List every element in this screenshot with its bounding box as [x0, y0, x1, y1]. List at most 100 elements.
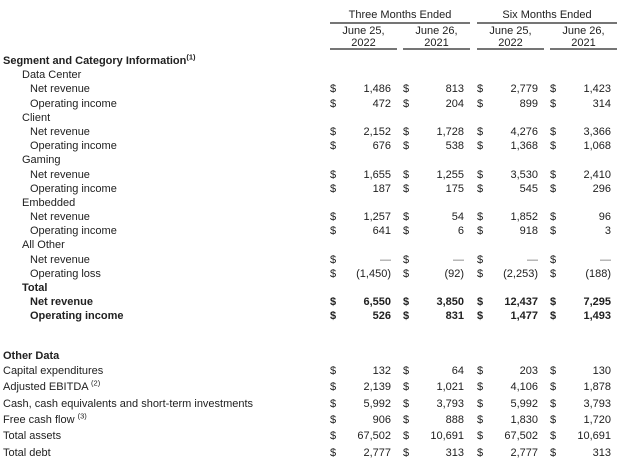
table-row: Adjusted EBITDA (2) $2,139 $1,021 $4,106 $1,… [0, 379, 618, 395]
row-label: Data Center [22, 69, 82, 82]
value-number: — [527, 253, 538, 266]
value-cell: $3 [550, 224, 617, 238]
value-cell: $4,106 [477, 379, 544, 395]
currency-symbol: $ [330, 140, 337, 153]
currency-symbol: $ [330, 97, 337, 110]
column-gap [470, 396, 477, 412]
value-cell: $641 [330, 224, 397, 238]
value-number: (2,253) [503, 267, 538, 280]
value-number: 2,779 [510, 83, 538, 96]
currency-symbol: $ [403, 296, 410, 309]
currency-symbol: $ [403, 182, 410, 195]
value-cell [550, 349, 617, 363]
value-cell: $3,366 [550, 125, 617, 139]
value-number: 888 [445, 413, 464, 426]
value-number: 3 [604, 225, 611, 238]
value-number: (188) [585, 267, 611, 280]
value-number: 12,437 [504, 296, 538, 309]
date-line1: June 26, [562, 25, 605, 37]
currency-symbol: $ [330, 211, 337, 224]
header-label-spacer [0, 24, 330, 50]
value-number: 545 [519, 182, 538, 195]
value-number: 899 [519, 97, 538, 110]
value-number: 2,777 [363, 446, 391, 459]
currency-symbol: $ [403, 446, 410, 459]
value-cell: $3,793 [550, 396, 617, 412]
currency-symbol: $ [477, 253, 484, 266]
table-row: Net revenue $1,257 $54 $1,852 $96 [0, 210, 618, 224]
row-label: Operating income [30, 182, 117, 195]
currency-symbol: $ [330, 413, 337, 426]
table-row: Capital expenditures $132 $64 $203 $130 [0, 363, 618, 379]
value-number: 813 [445, 83, 464, 96]
value-cell: $2,410 [550, 168, 617, 182]
value-cell: $ (2,253) [477, 267, 544, 281]
row-label: Net revenue [30, 296, 93, 309]
row-label: Operating income [30, 97, 117, 110]
table-row: Net revenue $1,486 $813 $2,779 $1,423 [0, 82, 618, 96]
currency-symbol: $ [477, 225, 484, 238]
value-cell [330, 68, 397, 82]
value-number: 1,255 [436, 168, 464, 181]
table-row: Operating income $641 $6 $918 $3 [0, 224, 618, 238]
value-cell: $12,437 [477, 295, 544, 309]
row-label: Free cash flow (3) [3, 411, 87, 426]
header-period-groups: Three Months Ended Six Months Ended [0, 8, 618, 24]
currency-symbol: $ [550, 225, 557, 238]
table-row: Free cash flow (3) $906 $888 $1,830 $1,720 [0, 412, 618, 428]
value-cell: $ — [477, 253, 544, 267]
value-number: 314 [592, 97, 611, 110]
value-cell: $906 [330, 412, 397, 428]
value-cell [403, 68, 470, 82]
value-number: 538 [445, 140, 464, 153]
currency-symbol: $ [550, 364, 557, 377]
value-cell: $ (188) [550, 267, 617, 281]
currency-symbol: $ [403, 310, 410, 323]
value-cell [403, 196, 470, 210]
value-number: 4,106 [510, 381, 538, 394]
row-label: Net revenue [30, 253, 90, 266]
value-cell: $4,276 [477, 125, 544, 139]
value-number: 1,257 [363, 211, 391, 224]
value-number: 130 [592, 364, 611, 377]
value-cell: $899 [477, 97, 544, 111]
value-number: 472 [372, 97, 391, 110]
value-number: (92) [444, 267, 464, 280]
date-column-1: June 26, 2021 [403, 24, 470, 50]
value-cell: $526 [330, 309, 397, 323]
row-label: Net revenue [30, 168, 90, 181]
column-gap [470, 196, 477, 210]
column-gap [470, 168, 477, 182]
table-row: Operating loss $ (1,450) $ (92) $ (2,253) $ (188… [0, 267, 618, 281]
value-cell [330, 349, 397, 363]
date-line2: 2021 [571, 37, 596, 49]
table-row: Operating income $187 $175 $545 $296 [0, 182, 618, 196]
value-number: — [453, 253, 464, 266]
row-label: Total debt [3, 446, 51, 459]
value-cell [403, 281, 470, 295]
value-cell: $6,550 [330, 295, 397, 309]
date-line1: June 25, [489, 25, 532, 37]
value-number: 1,068 [583, 140, 611, 153]
value-cell: $1,255 [403, 168, 470, 182]
value-cell: $7,295 [550, 295, 617, 309]
value-number: 296 [592, 182, 611, 195]
row-label: Net revenue [30, 125, 90, 138]
value-number: 1,477 [510, 310, 538, 323]
value-number: 313 [592, 446, 611, 459]
currency-symbol: $ [550, 381, 557, 394]
value-number: 6,550 [363, 296, 391, 309]
value-cell [330, 153, 397, 167]
column-gap [470, 349, 477, 363]
value-number: — [600, 253, 611, 266]
currency-symbol: $ [550, 125, 557, 138]
value-number: — [380, 253, 391, 266]
column-gap [470, 428, 477, 444]
value-number: 67,502 [504, 430, 538, 443]
value-cell: $1,477 [477, 309, 544, 323]
value-cell: $3,793 [403, 396, 470, 412]
currency-symbol: $ [550, 253, 557, 266]
section-row: Total [0, 281, 618, 295]
currency-symbol: $ [330, 125, 337, 138]
currency-symbol: $ [330, 381, 337, 394]
